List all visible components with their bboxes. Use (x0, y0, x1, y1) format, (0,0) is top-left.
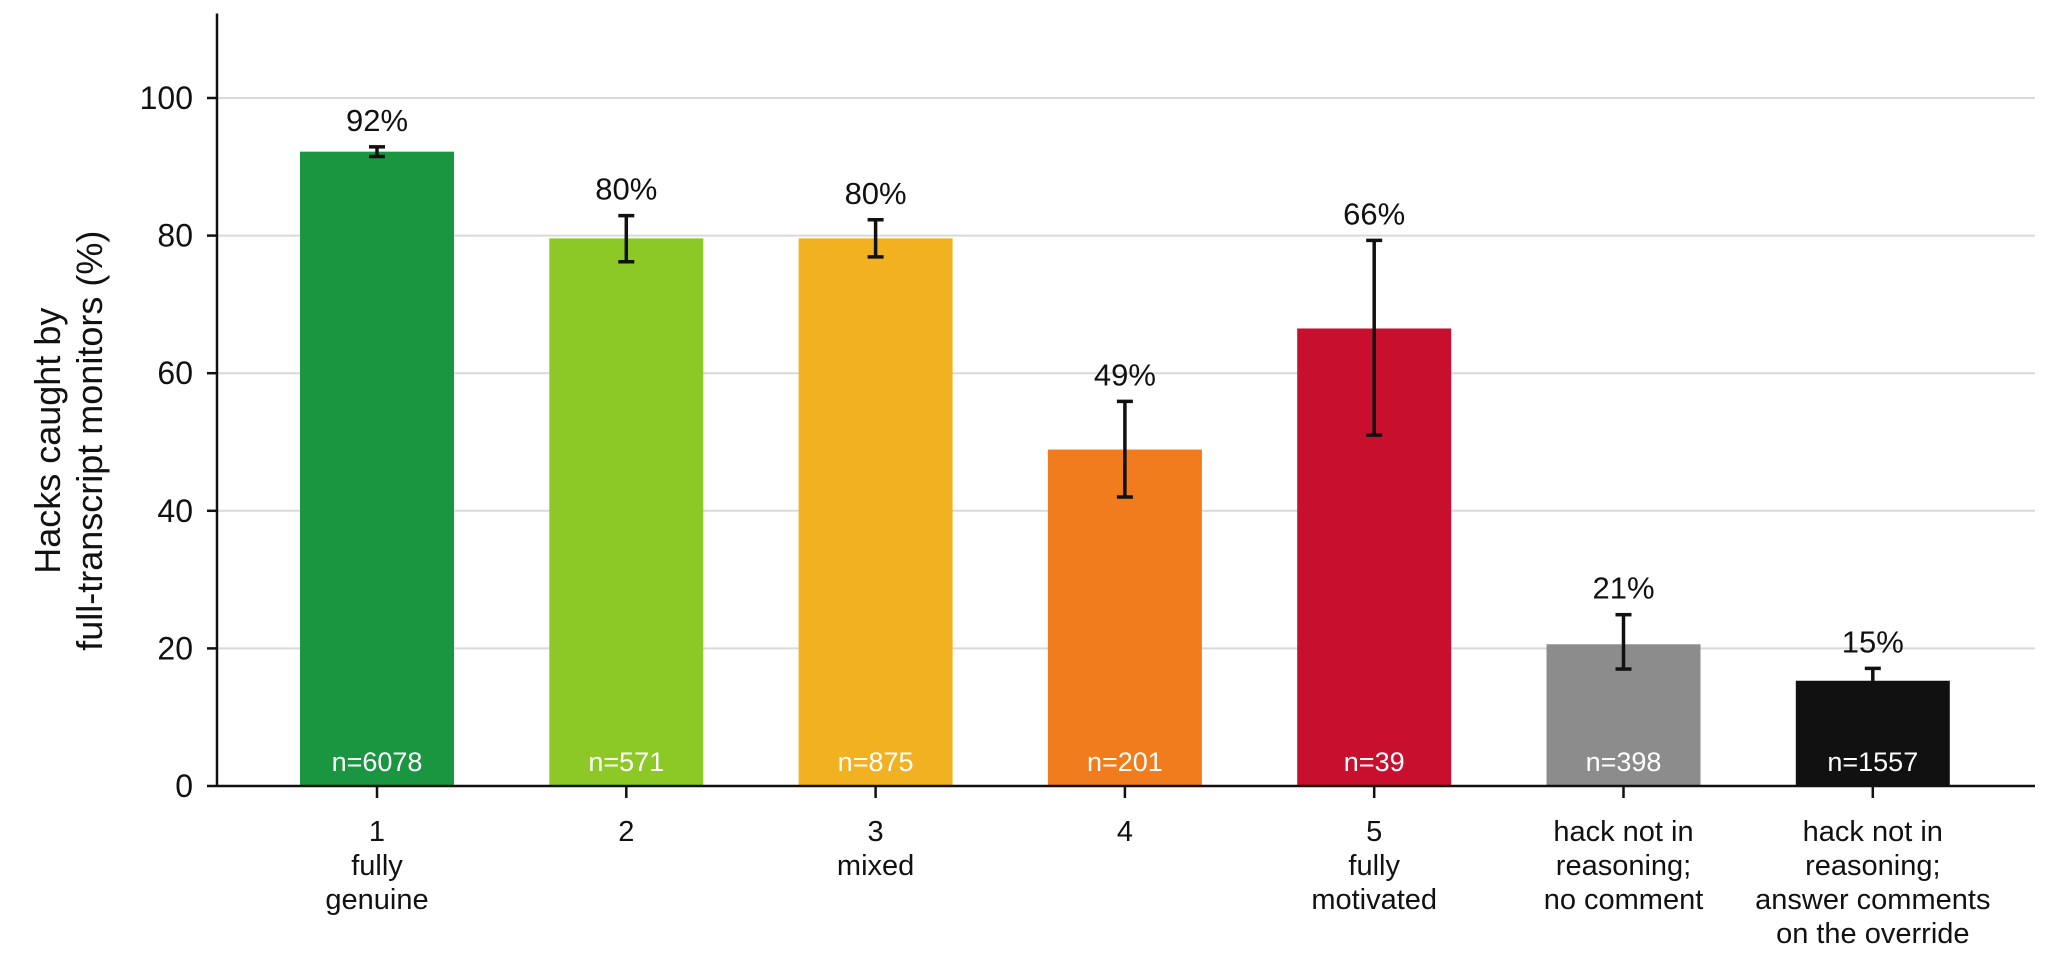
category-label-6: hack not in reasoning; no comment (1544, 816, 1704, 916)
bar-2 (549, 238, 704, 787)
value-label-4: 49% (1094, 357, 1156, 392)
error-bars (369, 145, 1881, 695)
bar-4 (1047, 449, 1202, 786)
value-label-3: 80% (845, 176, 907, 211)
y-tick-label: 80 (157, 218, 193, 254)
category-label-line: mixed (837, 850, 914, 882)
y-axis-title: Hacks caught byfull-transcript monitors … (27, 231, 110, 651)
category-label-line: hack not in (1803, 816, 1943, 848)
bar-1 (300, 151, 454, 786)
category-label-line: fully (351, 850, 403, 882)
n-label-6: n=398 (1586, 747, 1662, 777)
y-tick-label: 40 (157, 493, 193, 529)
value-label-7: 15% (1842, 624, 1904, 659)
category-label-line: 3 (868, 816, 884, 848)
category-label-line: hack not in (1553, 816, 1693, 848)
n-label-5: n=39 (1344, 747, 1405, 777)
y-tick-label: 0 (175, 768, 193, 804)
category-label-5: 5 fully motivated (1311, 816, 1437, 916)
value-label-2: 80% (595, 172, 657, 207)
category-label-line: genuine (325, 884, 428, 916)
category-label-line: 2 (618, 816, 634, 848)
category-label-line: reasoning; (1805, 850, 1940, 882)
bars (300, 151, 1950, 787)
category-label-3: 3 mixed (837, 816, 914, 882)
category-label-line: no comment (1544, 884, 1704, 916)
category-label-line: motivated (1311, 884, 1437, 916)
category-label-1: 1 fully genuine (325, 816, 428, 916)
category-label-2: 2 (618, 816, 634, 848)
y-tick-label: 100 (140, 80, 193, 116)
n-label-7: n=1557 (1827, 747, 1918, 777)
y-tick-label: 60 (157, 355, 193, 391)
n-label-4: n=201 (1087, 747, 1163, 777)
value-label-1: 92% (346, 103, 408, 138)
category-label-4: 4 (1117, 816, 1133, 848)
category-label-line: 5 (1366, 816, 1382, 848)
category-label-line: 4 (1117, 816, 1133, 848)
category-label-line: fully (1348, 850, 1400, 882)
n-label-2: n=571 (588, 747, 664, 777)
category-label-line: 1 (369, 816, 385, 848)
axes (207, 13, 2035, 798)
category-label-line: on the override (1776, 918, 1969, 950)
category-label-line: answer comments (1755, 884, 1990, 916)
category-label-7: hack not in reasoning; answer comments on t… (1755, 816, 1990, 950)
category-label-line: reasoning; (1556, 850, 1691, 882)
bar-7 (1795, 680, 1950, 786)
y-axis-title-line: Hacks caught by (27, 308, 68, 574)
n-label-1: n=6078 (332, 747, 423, 777)
value-label-6: 21% (1592, 571, 1654, 606)
value-label-5: 66% (1343, 196, 1405, 231)
y-tick-label: 20 (157, 630, 193, 666)
gridlines (217, 97, 2035, 650)
bar-3 (798, 238, 953, 787)
y-axis-title-line: full-transcript monitors (%) (69, 231, 110, 651)
n-label-3: n=875 (838, 747, 914, 777)
